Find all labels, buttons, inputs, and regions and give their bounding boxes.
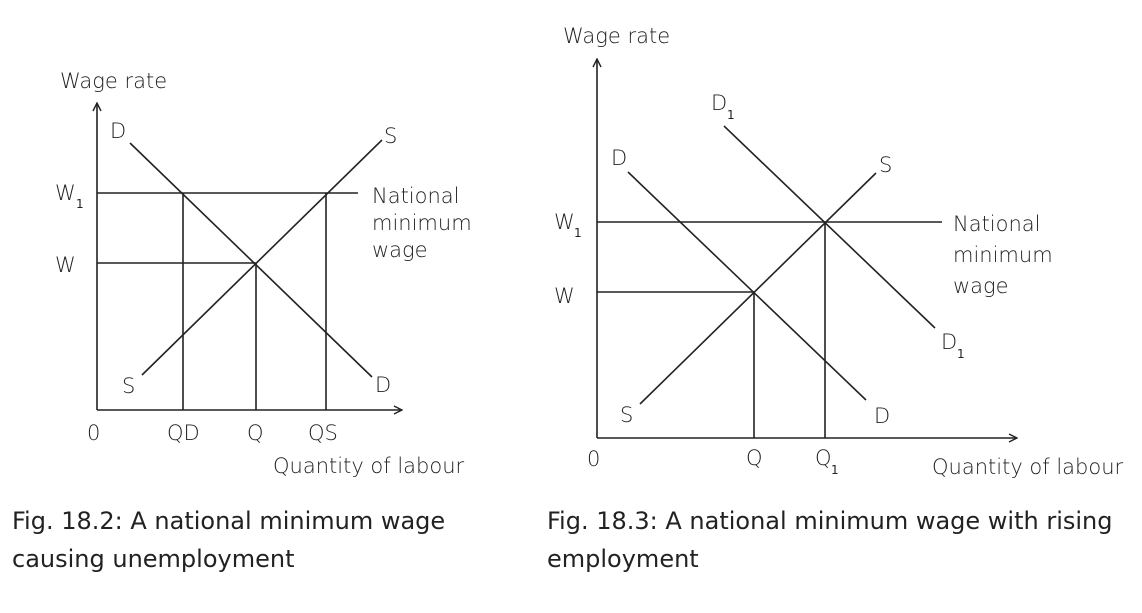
minimum-wage-label-line2: minimum xyxy=(372,211,472,235)
wage-w1-label: W xyxy=(55,181,76,205)
demand-d1-label-top: D xyxy=(711,91,727,115)
demand-label-bottom: D xyxy=(874,404,890,428)
demand-d1-subscript-bottom: 1 xyxy=(957,347,965,361)
minimum-wage-label-line2: minimum xyxy=(953,243,1053,267)
minimum-wage-label-line1: National xyxy=(953,212,1041,236)
supply-label-bottom: S xyxy=(620,403,633,427)
demand-label-bottom: D xyxy=(375,373,391,397)
figure-caption-line2: employment xyxy=(547,545,699,573)
figure-caption-line1: Fig. 18.2: A national minimum wage xyxy=(12,507,445,535)
supply-label-bottom: S xyxy=(122,374,135,398)
wage-w1-subscript: 1 xyxy=(574,226,582,240)
demand-curve xyxy=(129,142,373,378)
minimum-wage-label-line1: National xyxy=(372,184,460,208)
demand-curve xyxy=(627,171,867,401)
x-axis-label: Quantity of labour xyxy=(932,455,1124,479)
q1-subscript: 1 xyxy=(831,463,839,477)
wage-w1-subscript: 1 xyxy=(76,197,84,211)
figure-caption-line2: causing unemployment xyxy=(12,545,294,573)
figure-18-2: Wage rate Quantity of labour 0 D D S S W… xyxy=(12,69,472,573)
y-axis-label: Wage rate xyxy=(563,24,670,48)
origin-label: 0 xyxy=(87,421,100,445)
supply-curve xyxy=(639,172,877,405)
qd-label: QD xyxy=(167,421,200,445)
demand-d1-label-bottom: D xyxy=(941,330,957,354)
origin-label: 0 xyxy=(587,447,600,471)
q-label: Q xyxy=(247,421,264,445)
demand-label-top: D xyxy=(110,119,126,143)
minimum-wage-label-line3: wage xyxy=(953,274,1009,298)
wage-w-label: W xyxy=(554,284,575,308)
demand-label-top: D xyxy=(611,146,627,170)
supply-curve xyxy=(141,139,383,376)
qs-label: QS xyxy=(308,421,338,445)
demand-curve-d1 xyxy=(723,125,936,329)
y-axis-label: Wage rate xyxy=(60,69,167,93)
q1-label: Q xyxy=(815,446,832,470)
x-axis-label: Quantity of labour xyxy=(273,454,465,478)
wage-w-label: W xyxy=(55,253,76,277)
figure-caption-line1: Fig. 18.3: A national minimum wage with … xyxy=(547,507,1113,535)
minimum-wage-label-line3: wage xyxy=(372,238,428,262)
q-label: Q xyxy=(746,446,763,470)
wage-w1-label: W xyxy=(554,210,575,234)
supply-label-top: S xyxy=(384,124,397,148)
supply-label-top: S xyxy=(879,153,892,177)
demand-d1-subscript-top: 1 xyxy=(727,108,735,122)
figure-18-3: Wage rate Quantity of labour 0 D 1 D 1 D… xyxy=(547,24,1124,573)
